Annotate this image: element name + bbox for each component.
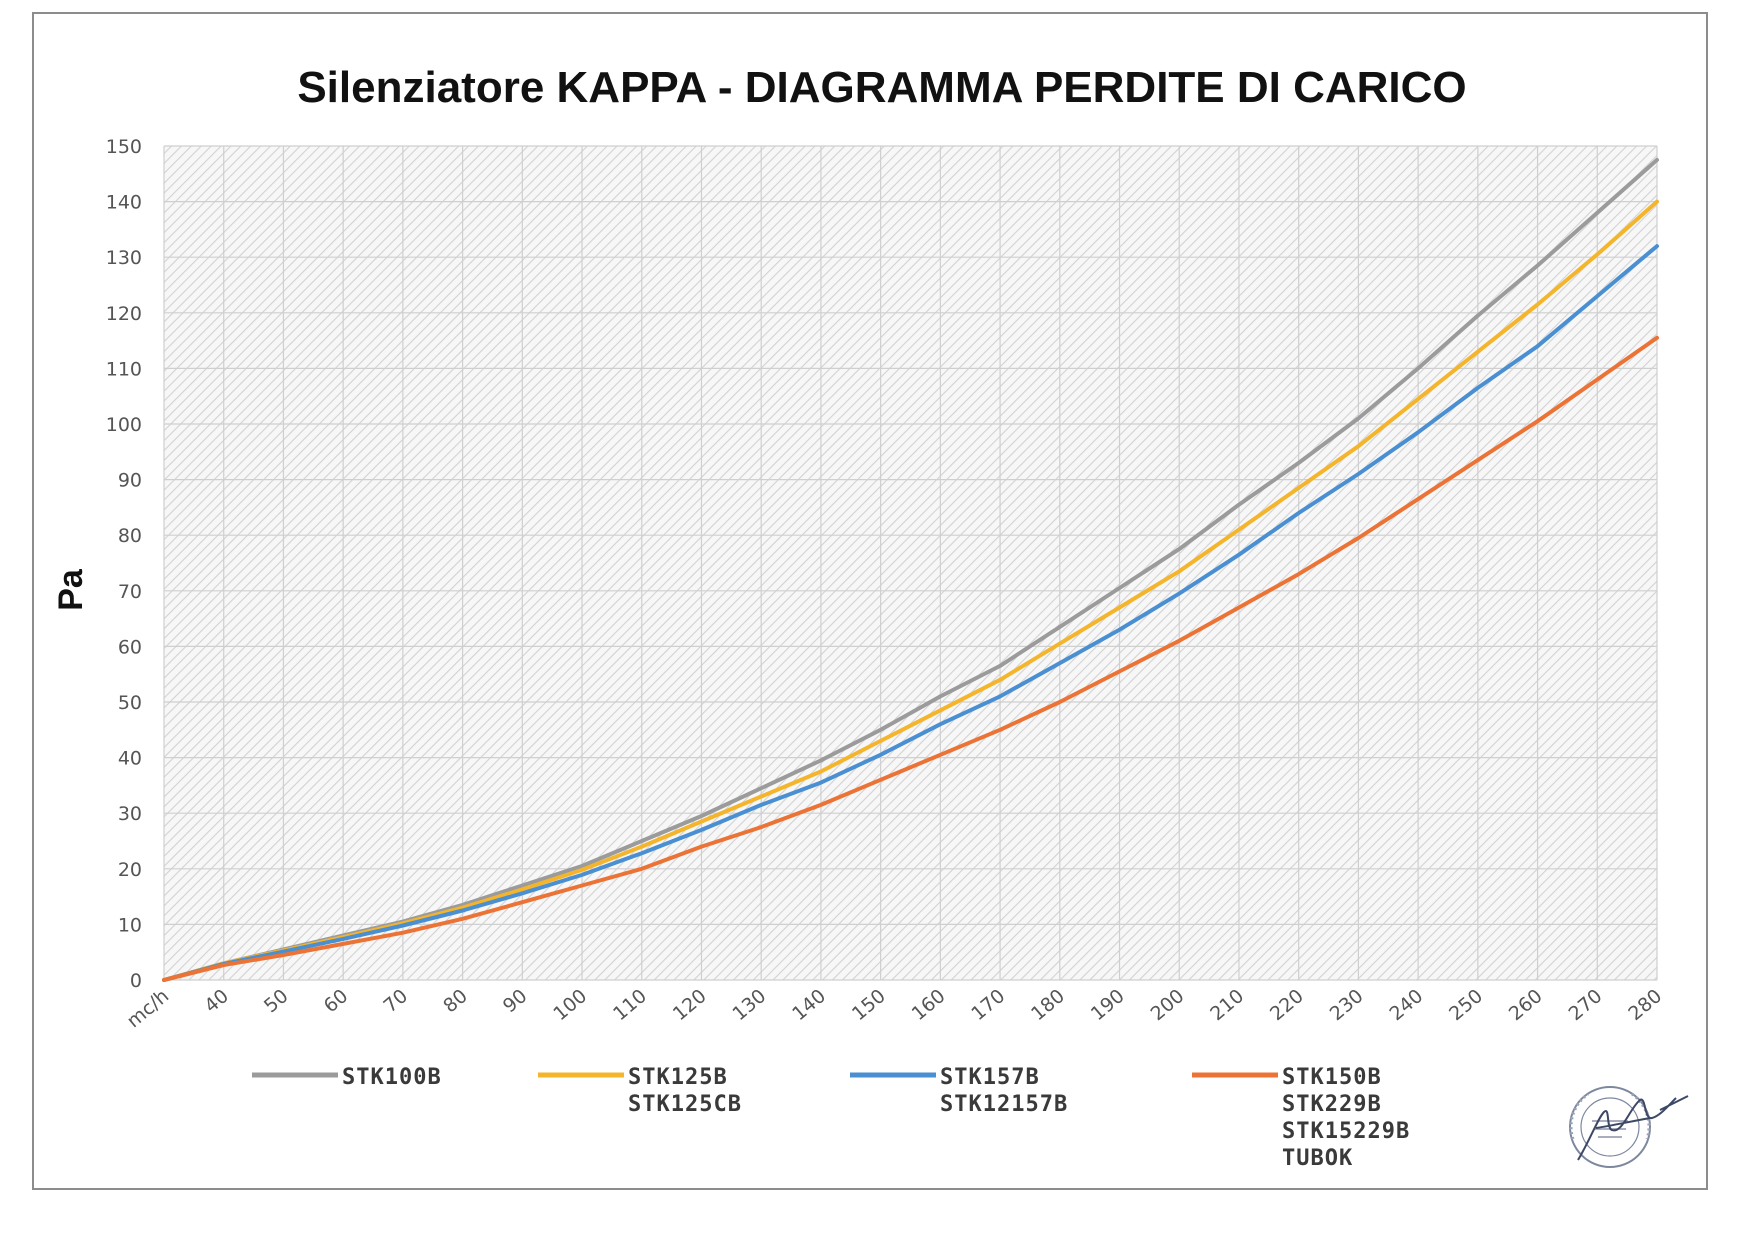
x-tick-label: 280: [1624, 985, 1666, 1025]
grid-lines: [163, 145, 1658, 981]
y-tick-label: 30: [118, 803, 142, 825]
y-tick-label: 10: [118, 914, 142, 936]
legend-label: STK229B: [1282, 1092, 1382, 1117]
legend-label: STK15229B: [1282, 1119, 1410, 1144]
x-axis-ticks: mc/h 40 50 60 70 80 90 100 110 120 130 140 150 160 170…: [123, 985, 1666, 1032]
x-tick-label: 80: [439, 985, 472, 1017]
y-tick-label: 130: [106, 247, 142, 269]
y-tick-label: 0: [130, 970, 142, 992]
x-tick-label: 130: [728, 985, 770, 1025]
y-tick-label: 100: [106, 414, 142, 436]
x-tick-label: 250: [1445, 985, 1487, 1025]
y-tick-label: 20: [118, 859, 142, 881]
legend-label: STK12157B: [940, 1092, 1068, 1117]
x-tick-label: 220: [1266, 985, 1308, 1025]
x-tick-label: 90: [499, 985, 532, 1017]
x-tick-label: 230: [1326, 985, 1368, 1025]
y-axis-label: Pa: [52, 568, 90, 611]
y-tick-label: 50: [118, 692, 142, 714]
y-tick-label: 90: [118, 470, 142, 492]
x-tick-label: 70: [379, 985, 412, 1017]
x-tick-label: 260: [1505, 985, 1547, 1025]
stamp-seal: [1569, 1086, 1651, 1168]
series-line-stk125b: [162, 199, 1659, 982]
x-tick-label: 150: [848, 985, 890, 1025]
legend-label: STK150B: [1282, 1065, 1382, 1090]
x-tick-label: 100: [549, 985, 591, 1025]
y-tick-label: 140: [106, 192, 142, 214]
y-tick-label: 110: [106, 358, 142, 380]
x-tick-label: 120: [669, 985, 711, 1025]
y-axis-ticks: 0 10 20 30 40 50 60 70 80 90 100 110 120 130 140 150: [106, 136, 142, 992]
y-tick-label: 120: [106, 303, 142, 325]
y-tick-label: 40: [118, 748, 142, 770]
x-tick-label: 50: [260, 985, 293, 1017]
chart-title: Silenziatore KAPPA - DIAGRAMMA PERDITE D…: [297, 63, 1466, 112]
series-lines: [162, 157, 1659, 982]
y-tick-label: 150: [106, 136, 142, 158]
series-line-stk157b: [162, 244, 1659, 982]
plot-area: [164, 146, 1657, 980]
x-tick-label: 160: [908, 985, 950, 1025]
x-tick-label: 40: [200, 985, 233, 1017]
legend-label: STK125CB: [628, 1092, 742, 1117]
x-tick-label: 140: [788, 985, 830, 1025]
y-tick-label: 70: [118, 581, 142, 603]
x-tick-label: 200: [1147, 985, 1189, 1025]
signature: [1577, 1095, 1689, 1161]
x-tick-label: 270: [1565, 985, 1607, 1025]
legend-label: STK125B: [628, 1065, 728, 1090]
x-tick-label: 210: [1206, 985, 1248, 1025]
legend-label: STK157B: [940, 1065, 1040, 1090]
x-tick-label: 180: [1027, 985, 1069, 1025]
legend-label: STK100B: [342, 1065, 442, 1090]
y-tick-label: 60: [118, 636, 142, 658]
y-tick-label: 80: [118, 525, 142, 547]
legend-label: TUBOK: [1282, 1146, 1353, 1171]
series-line-stk150b: [162, 335, 1659, 982]
x-tick-label: 190: [1087, 985, 1129, 1025]
x-tick-label: 170: [967, 985, 1009, 1025]
x-tick-label: 240: [1385, 985, 1427, 1025]
x-tick-label: mc/h: [123, 985, 173, 1032]
x-tick-label: 110: [609, 985, 651, 1025]
x-tick-label: 60: [320, 985, 353, 1017]
